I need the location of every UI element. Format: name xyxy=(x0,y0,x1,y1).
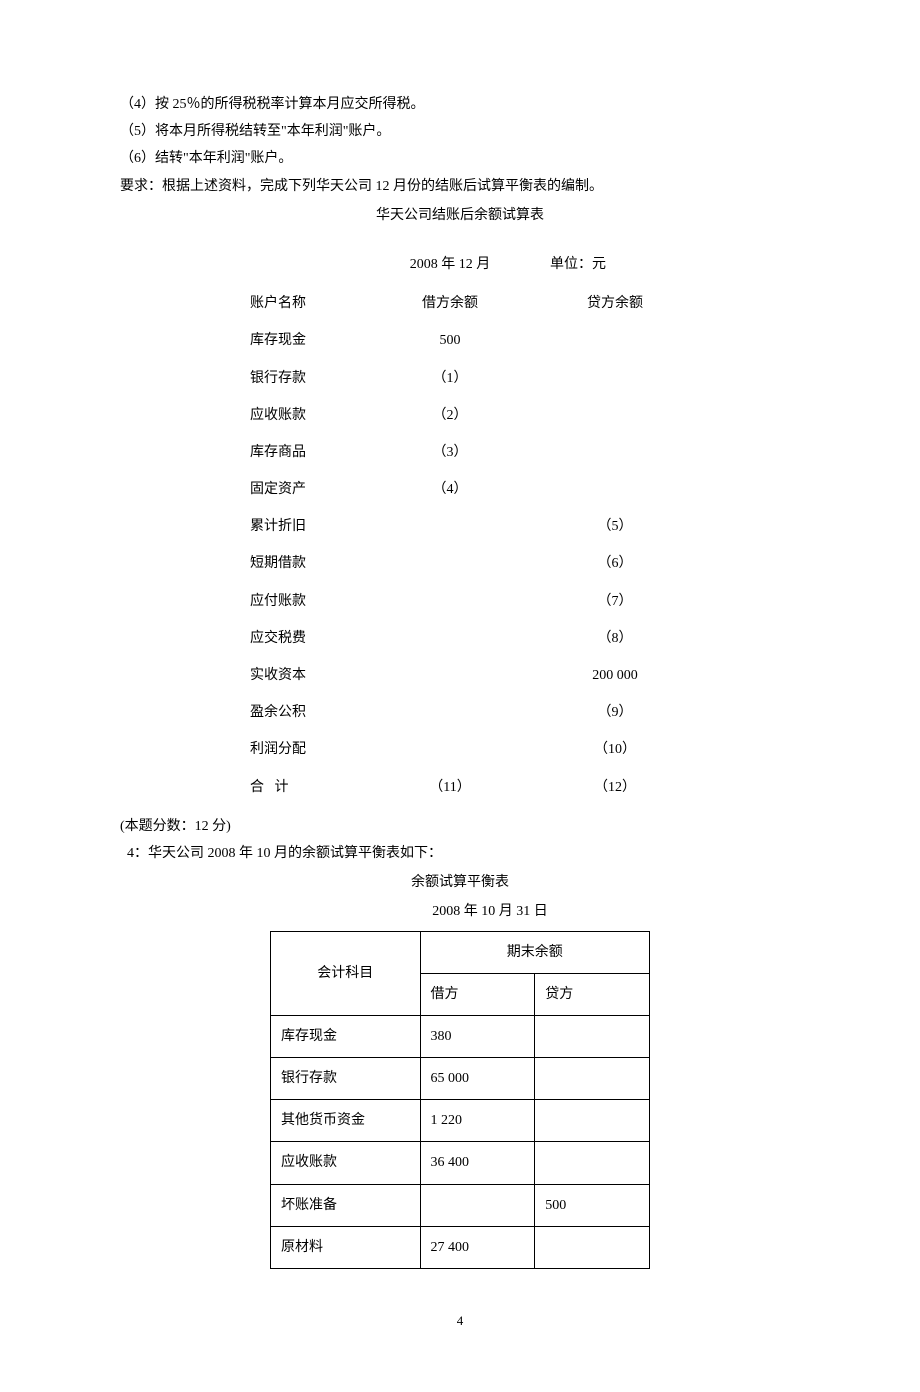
col-header-credit: 贷方 xyxy=(535,973,650,1015)
item-6: （6）结转"本年利润"账户。 xyxy=(120,146,800,171)
cell-credit xyxy=(530,397,700,434)
cell-credit xyxy=(535,1100,650,1142)
cell-name: 累计折旧 xyxy=(220,508,370,545)
cell-name: 利润分配 xyxy=(220,731,370,768)
table-total-row: 合 计 （11） （12） xyxy=(220,769,700,806)
cell-debit xyxy=(370,731,530,768)
cell-name: 应收账款 xyxy=(220,397,370,434)
cell-credit xyxy=(530,434,700,471)
table-row: 应收账款（2） xyxy=(220,397,700,434)
col-header-debit: 借方 xyxy=(420,973,535,1015)
trial-balance-table-1: 2008 年 12 月 单位：元 账户名称 借方余额 贷方余额 库存现金500 … xyxy=(220,246,700,806)
cell-subject: 原材料 xyxy=(271,1226,421,1268)
table-row: 盈余公积 （9） xyxy=(220,694,700,731)
cell-debit: 65 000 xyxy=(420,1058,535,1100)
cell-credit: 500 xyxy=(535,1184,650,1226)
balance-table-2: 会计科目 期末余额 借方 贷方 库存现金380 银行存款65 000 其他货币资… xyxy=(270,931,650,1270)
cell-credit: （8） xyxy=(530,620,700,657)
col-header-debit: 借方余额 xyxy=(370,285,530,322)
cell-credit: （9） xyxy=(530,694,700,731)
table-row: 实收资本 200 000 xyxy=(220,657,700,694)
col-header-name: 账户名称 xyxy=(220,285,370,322)
cell-debit xyxy=(370,620,530,657)
cell-credit: （7） xyxy=(530,583,700,620)
cell-subject: 其他货币资金 xyxy=(271,1100,421,1142)
cell-name: 应付账款 xyxy=(220,583,370,620)
cell-credit xyxy=(535,1015,650,1057)
cell-debit: （1） xyxy=(370,360,530,397)
cell-name: 实收资本 xyxy=(220,657,370,694)
cell-credit: （10） xyxy=(530,731,700,768)
cell-debit xyxy=(420,1184,535,1226)
table-row: 坏账准备 500 xyxy=(271,1184,650,1226)
table2-date: 2008 年 10 月 31 日 xyxy=(180,899,800,924)
table-row: 应交税费 （8） xyxy=(220,620,700,657)
table2-title: 余额试算平衡表 xyxy=(120,870,800,895)
col-header-subject: 会计科目 xyxy=(271,931,421,1015)
cell-subject: 库存现金 xyxy=(271,1015,421,1057)
cell-credit xyxy=(535,1142,650,1184)
cell-name: 固定资产 xyxy=(220,471,370,508)
cell-name: 银行存款 xyxy=(220,360,370,397)
total-label: 合 计 xyxy=(220,769,370,806)
table-row: 银行存款（1） xyxy=(220,360,700,397)
table-row: 原材料27 400 xyxy=(271,1226,650,1268)
table1-date: 2008 年 12 月 xyxy=(370,246,530,285)
cell-debit: （3） xyxy=(370,434,530,471)
cell-debit xyxy=(370,508,530,545)
cell-subject: 应收账款 xyxy=(271,1142,421,1184)
cell-name: 库存商品 xyxy=(220,434,370,471)
total-debit: （11） xyxy=(370,769,530,806)
cell-debit: （2） xyxy=(370,397,530,434)
cell-debit xyxy=(370,694,530,731)
table-row: 库存现金380 xyxy=(271,1015,650,1057)
cell-debit: 380 xyxy=(420,1015,535,1057)
col-header-credit: 贷方余额 xyxy=(530,285,700,322)
cell-debit: 27 400 xyxy=(420,1226,535,1268)
table-row: 累计折旧 （5） xyxy=(220,508,700,545)
cell-debit: 36 400 xyxy=(420,1142,535,1184)
cell-subject: 银行存款 xyxy=(271,1058,421,1100)
cell-credit: （6） xyxy=(530,545,700,582)
table1-title: 华天公司结账后余额试算表 xyxy=(120,203,800,228)
item-4: （4）按 25％的所得税税率计算本月应交所得税。 xyxy=(120,92,800,117)
table-row: 利润分配 （10） xyxy=(220,731,700,768)
cell-credit xyxy=(530,471,700,508)
cell-name: 库存现金 xyxy=(220,322,370,359)
cell-name: 应交税费 xyxy=(220,620,370,657)
table1-unit: 单位：元 xyxy=(530,246,700,285)
cell-name: 短期借款 xyxy=(220,545,370,582)
table-row: 银行存款65 000 xyxy=(271,1058,650,1100)
table-row: 固定资产（4） xyxy=(220,471,700,508)
cell-credit xyxy=(535,1226,650,1268)
cell-credit xyxy=(530,360,700,397)
table-row: 短期借款 （6） xyxy=(220,545,700,582)
table-row: 应收账款36 400 xyxy=(271,1142,650,1184)
total-credit: （12） xyxy=(530,769,700,806)
table-row: 其他货币资金1 220 xyxy=(271,1100,650,1142)
col-header-balance: 期末余额 xyxy=(420,931,649,973)
score-line: (本题分数：12 分) xyxy=(120,814,800,839)
cell-credit xyxy=(530,322,700,359)
cell-credit: （5） xyxy=(530,508,700,545)
table-row: 应付账款 （7） xyxy=(220,583,700,620)
question-4-line: 4：华天公司 2008 年 10 月的余额试算平衡表如下： xyxy=(120,841,800,866)
cell-subject: 坏账准备 xyxy=(271,1184,421,1226)
cell-credit xyxy=(535,1058,650,1100)
cell-credit: 200 000 xyxy=(530,657,700,694)
page-number: 4 xyxy=(120,1309,800,1332)
requirement-line: 要求：根据上述资料，完成下列华天公司 12 月份的结账后试算平衡表的编制。 xyxy=(120,174,800,199)
cell-debit xyxy=(370,583,530,620)
cell-debit xyxy=(370,657,530,694)
table-row: 库存商品（3） xyxy=(220,434,700,471)
cell-debit: （4） xyxy=(370,471,530,508)
item-5: （5）将本月所得税结转至"本年利润"账户。 xyxy=(120,119,800,144)
cell-name: 盈余公积 xyxy=(220,694,370,731)
cell-debit: 500 xyxy=(370,322,530,359)
cell-debit: 1 220 xyxy=(420,1100,535,1142)
table-row: 库存现金500 xyxy=(220,322,700,359)
cell-debit xyxy=(370,545,530,582)
